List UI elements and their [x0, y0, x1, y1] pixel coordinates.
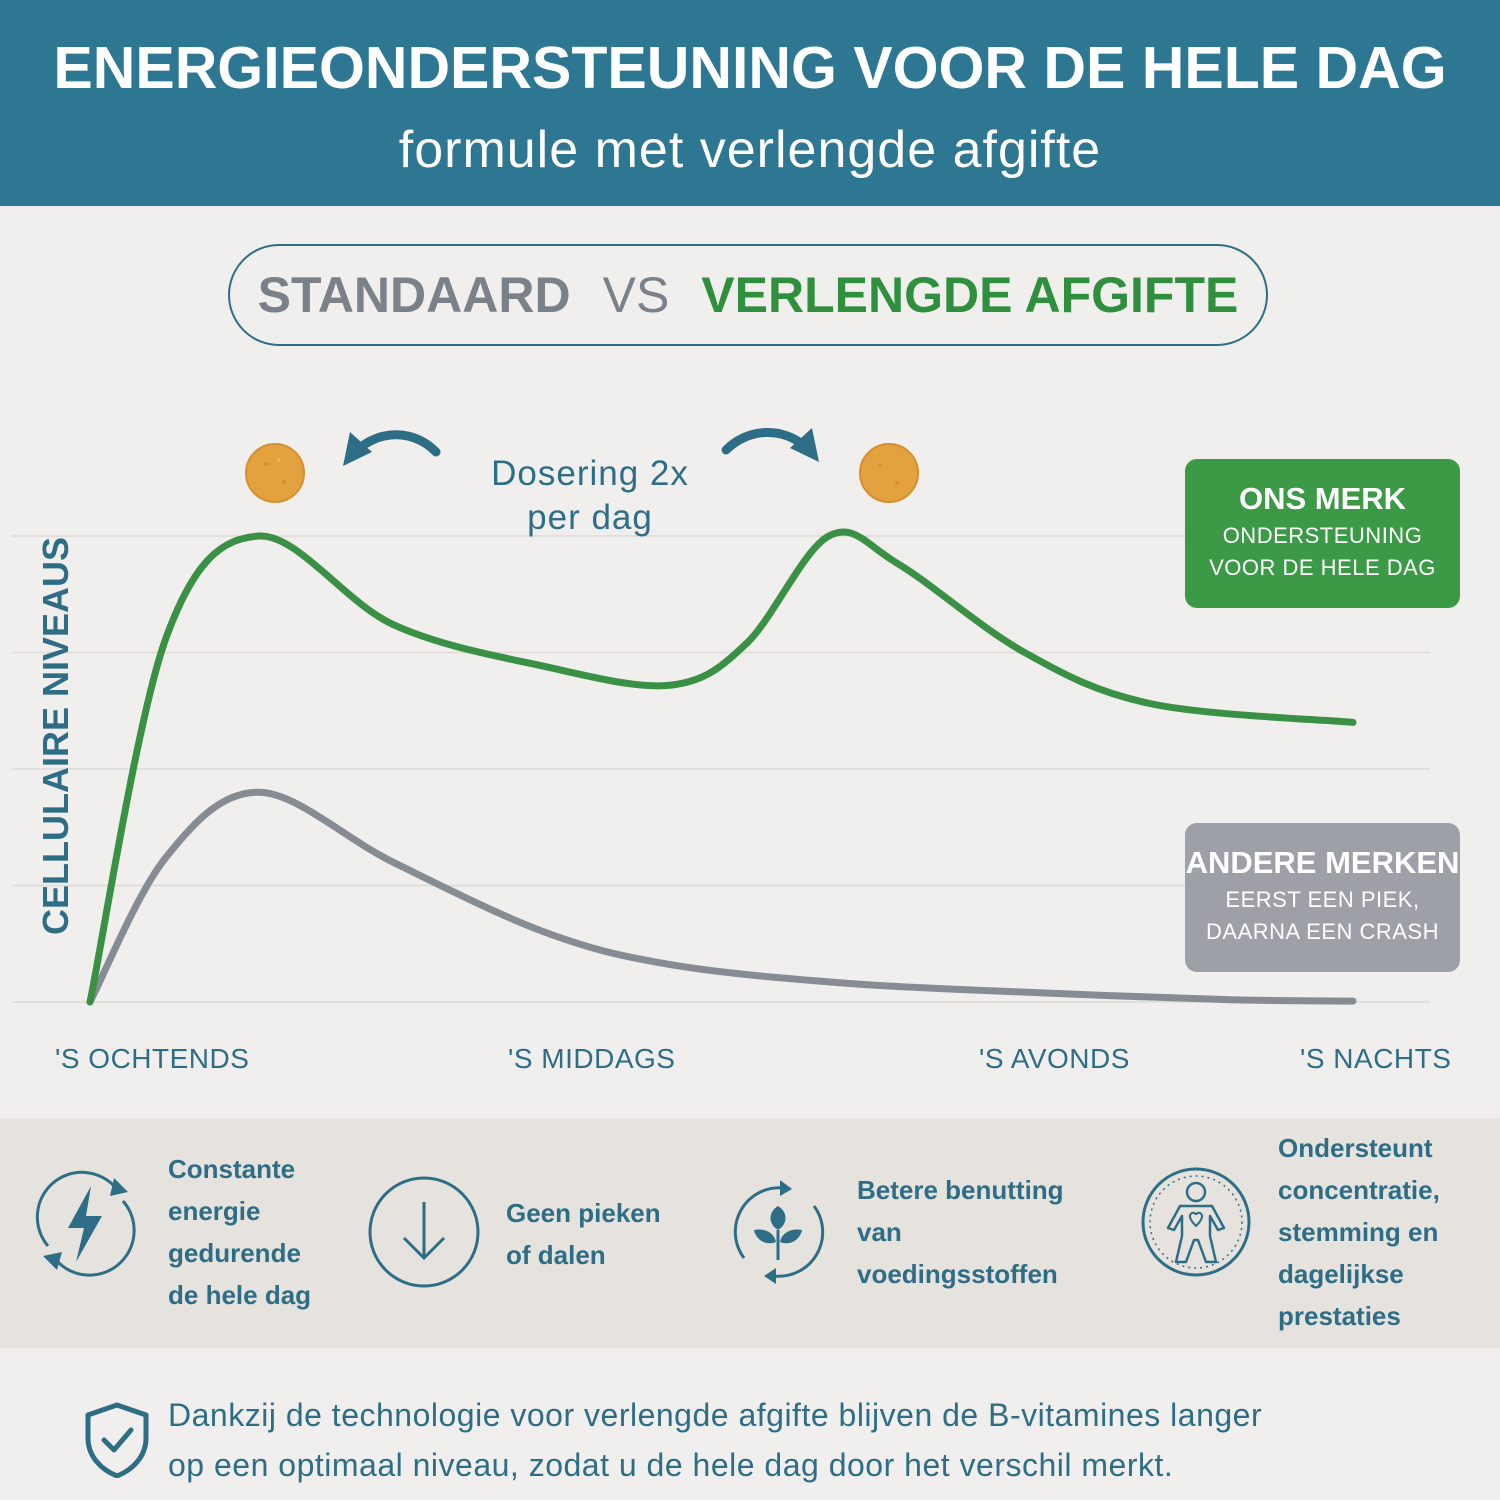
benefit-line: de hele dag [168, 1280, 312, 1310]
person-heart-icon [1141, 1167, 1251, 1277]
dosing-line-1: Dosering 2x [491, 454, 689, 493]
curved-arrow-right-icon [721, 428, 819, 462]
benefit-line: prestaties [1278, 1301, 1401, 1331]
series-line [86, 528, 1357, 1006]
benefit-line: van [857, 1217, 902, 1247]
callout-our-brand: ONS MERK ONDERSTEUNING VOOR DE HELE DAG [1185, 459, 1460, 608]
dosing-line-2: per dag [527, 498, 653, 537]
callout-our-brand-line-1: ONDERSTEUNING [1222, 523, 1423, 548]
page-subtitle: formule met verlengde afgifte [398, 121, 1102, 179]
leaf-cycle-icon [733, 1180, 825, 1284]
comparison-pill: STANDAARD VS VERLENGDE AFGIFTE [228, 244, 1268, 346]
pill-icon [245, 443, 305, 503]
callout-other-brands-title: ANDERE MERKEN [1185, 845, 1460, 880]
benefits-strip: Constante energie gedurende de hele dag … [0, 1118, 1500, 1348]
footer-line-2: op een optimaal niveau, zodat u de hele … [168, 1447, 1174, 1483]
benefit-text: Betere benutting van voedingsstoffen [857, 1169, 1064, 1295]
x-tick-label: 'S NACHTS [1300, 1043, 1452, 1074]
callout-other-brands-line-2: DAARNA EEN CRASH [1206, 919, 1439, 944]
benefit-line: dagelijkse [1278, 1259, 1404, 1289]
x-tick-label: 'S MIDDAGS [508, 1043, 676, 1074]
benefit-line: Geen pieken [506, 1198, 661, 1228]
benefit-line: Betere benutting [857, 1175, 1064, 1205]
pill-icon [859, 443, 919, 503]
benefit-line: stemming en [1278, 1217, 1439, 1247]
benefit-line: Ondersteunt [1278, 1133, 1433, 1163]
energy-bolt-icon [35, 1170, 136, 1277]
x-tick-label: 'S AVONDS [979, 1043, 1130, 1074]
footer-line-1: Dankzij de technologie voor verlengde af… [168, 1397, 1263, 1433]
shield-check-icon [85, 1402, 149, 1478]
benefit-text: Constante energie gedurende de hele dag [168, 1148, 311, 1316]
header-banner: ENERGIEONDERSTEUNING VOOR DE HELE DAG fo… [0, 0, 1500, 206]
benefit-line: Constante [168, 1154, 296, 1184]
comparison-extended: VERLENGDE AFGIFTE [701, 267, 1239, 323]
series-line [86, 788, 1357, 1006]
benefit-text: Geen pieken of dalen [506, 1192, 661, 1276]
x-tick-label: 'S OCHTENDS [55, 1043, 250, 1074]
energy-chart [12, 428, 1430, 1006]
benefit-line: voedingsstoffen [857, 1259, 1058, 1289]
page-title: ENERGIEONDERSTEUNING VOOR DE HELE DAG [53, 35, 1447, 101]
comparison-vs: VS [602, 267, 670, 323]
dosing-label: Dosering 2x per dag [440, 452, 740, 540]
benefit-text: Ondersteunt concentratie, stemming en da… [1278, 1127, 1440, 1337]
callout-our-brand-line-2: VOOR DE HELE DAG [1209, 555, 1436, 580]
footer-text: Dankzij de technologie voor verlengde af… [168, 1390, 1468, 1490]
y-axis-label: CELLULAIRE NIVEAUS [35, 536, 76, 936]
benefit-line: concentratie, [1278, 1175, 1440, 1205]
curved-arrow-left-icon [343, 430, 441, 466]
benefit-line: of dalen [506, 1240, 606, 1270]
callout-other-brands-line-1: EERST EEN PIEK, [1225, 887, 1420, 912]
callout-other-brands: ANDERE MERKEN EERST EEN PIEK, DAARNA EEN… [1185, 823, 1460, 972]
benefit-line: gedurende [168, 1238, 301, 1268]
benefit-line: energie [168, 1196, 261, 1226]
arrow-down-circle-icon [368, 1176, 480, 1288]
comparison-standard: STANDAARD [257, 267, 571, 323]
callout-our-brand-title: ONS MERK [1238, 481, 1407, 516]
